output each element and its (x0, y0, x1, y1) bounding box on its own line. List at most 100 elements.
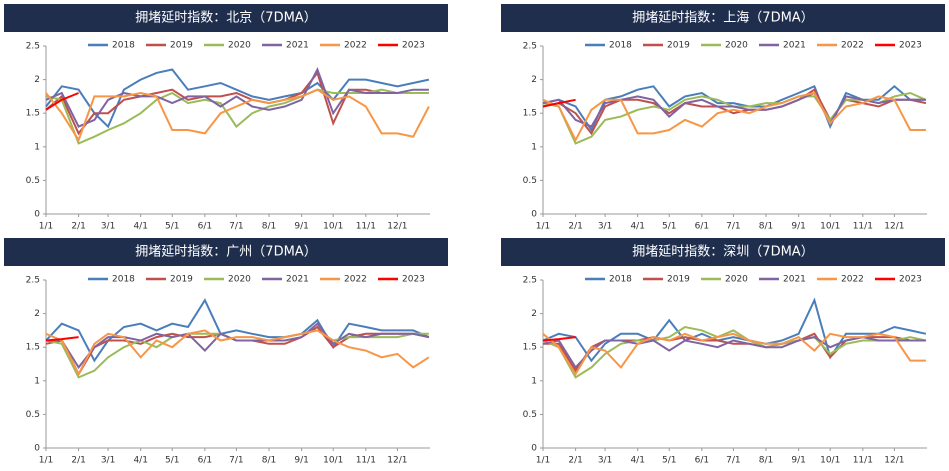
x-tick-label: 4/1 (133, 456, 147, 466)
series-line (45, 336, 79, 342)
y-tick-label: 2 (34, 75, 40, 85)
x-tick-label: 9/1 (294, 456, 308, 466)
legend-label: 2021 (783, 275, 806, 285)
y-tick-label: 2.5 (523, 42, 537, 52)
x-tick-label: 2/1 (568, 222, 582, 232)
x-tick-label: 11/1 (853, 456, 873, 466)
x-tick-label: 11/1 (356, 222, 376, 232)
legend-label: 2020 (725, 275, 748, 285)
x-tick-label: 1/1 (536, 222, 550, 232)
series-line (45, 88, 430, 143)
series-line (542, 297, 927, 363)
x-tick-label: 10/1 (323, 456, 343, 466)
y-tick-label: 0 (34, 210, 40, 220)
x-tick-label: 5/1 (165, 222, 179, 232)
y-tick-label: 2 (531, 75, 537, 85)
legend-label: 2023 (402, 41, 425, 51)
x-tick-label: 6/1 (695, 456, 709, 466)
y-tick-label: 1 (34, 142, 40, 152)
chart-title: 拥堵延时指数：广州（7DMA） (135, 245, 316, 260)
legend-label: 2020 (228, 41, 251, 51)
series-line (45, 70, 429, 136)
panel: 拥堵延时指数：上海（7DMA） 0 0.5 1 1.5 2 2.5 1/1 2/1 3/1 4/1 5… (501, 4, 945, 232)
x-tick-label: 7/1 (726, 456, 740, 466)
x-tick-label: 1/1 (39, 456, 53, 466)
x-tick-label: 3/1 (101, 222, 115, 232)
legend-label: 2020 (725, 41, 748, 51)
x-tick-label: 8/1 (759, 456, 773, 466)
y-tick-label: 2.5 (523, 276, 537, 286)
legend-label: 2018 (609, 275, 632, 285)
y-tick-label: 1 (531, 142, 537, 152)
series-line (45, 67, 429, 128)
x-tick-label: 10/1 (820, 456, 840, 466)
chart-title: 拥堵延时指数：深圳（7DMA） (632, 245, 813, 260)
x-tick-label: 2/1 (71, 456, 85, 466)
legend-label: 2023 (899, 41, 922, 51)
series-line (542, 91, 926, 143)
x-tick-label: 8/1 (262, 456, 276, 466)
x-tick-label: 7/1 (726, 222, 740, 232)
x-tick-label: 6/1 (198, 222, 212, 232)
x-tick-label: 5/1 (662, 222, 676, 232)
series-line (542, 332, 926, 377)
legend-label: 2021 (286, 275, 309, 285)
legend-label: 2019 (170, 41, 193, 51)
x-tick-label: 7/1 (229, 456, 243, 466)
chart-title: 拥堵延时指数：北京（7DMA） (135, 11, 316, 26)
series-line (542, 336, 576, 342)
legend-label: 2019 (667, 275, 690, 285)
series-line (542, 91, 926, 128)
x-tick-label: 4/1 (630, 456, 644, 466)
x-tick-label: 11/1 (356, 456, 376, 466)
series-line (542, 336, 926, 370)
y-tick-label: 0 (34, 444, 40, 454)
x-tick-label: 3/1 (598, 222, 612, 232)
series-line (45, 92, 79, 111)
y-tick-label: 2 (34, 309, 40, 319)
legend-label: 2022 (841, 41, 864, 51)
panel: 拥堵延时指数：广州（7DMA） 0 0.5 1 1.5 2 2.5 1/1 2/1 3/1 4/1 5… (4, 238, 448, 466)
x-tick-label: 2/1 (568, 456, 582, 466)
x-tick-label: 4/1 (133, 222, 147, 232)
legend-label: 2018 (112, 275, 135, 285)
legend-label: 2022 (344, 41, 367, 51)
y-tick-label: 1.5 (26, 109, 40, 119)
legend-label: 2022 (344, 275, 367, 285)
y-tick-label: 1.5 (523, 343, 537, 353)
y-tick-label: 0.5 (523, 176, 537, 186)
y-tick-label: 1 (531, 376, 537, 386)
x-tick-label: 6/1 (695, 222, 709, 232)
y-tick-label: 2.5 (26, 276, 40, 286)
series-line (542, 98, 576, 108)
title-bar (501, 4, 945, 32)
series-line (45, 68, 430, 129)
series-line (542, 84, 926, 133)
series-line (45, 325, 430, 377)
x-tick-label: 1/1 (536, 456, 550, 466)
y-tick-label: 0.5 (523, 410, 537, 420)
legend-label: 2023 (899, 275, 922, 285)
x-tick-label: 1/1 (39, 222, 53, 232)
y-tick-label: 2 (531, 309, 537, 319)
x-tick-label: 9/1 (791, 222, 805, 232)
x-tick-label: 12/1 (884, 222, 904, 232)
x-tick-label: 8/1 (262, 222, 276, 232)
y-tick-label: 1 (34, 376, 40, 386)
y-tick-label: 1.5 (523, 109, 537, 119)
title-bar (4, 4, 448, 32)
legend-label: 2021 (286, 41, 309, 51)
title-bar (501, 238, 945, 266)
x-tick-label: 5/1 (165, 456, 179, 466)
legend-label: 2018 (609, 41, 632, 51)
x-tick-label: 12/1 (884, 456, 904, 466)
x-tick-label: 9/1 (791, 456, 805, 466)
y-tick-label: 1.5 (26, 343, 40, 353)
x-tick-label: 10/1 (820, 222, 840, 232)
panel: 拥堵延时指数：深圳（7DMA） 0 0.5 1 1.5 2 2.5 1/1 2/1 3/1 4/1 5… (501, 238, 945, 466)
legend-label: 2018 (112, 41, 135, 51)
x-tick-label: 3/1 (101, 456, 115, 466)
legend-label: 2022 (841, 275, 864, 285)
y-tick-label: 0 (531, 210, 537, 220)
